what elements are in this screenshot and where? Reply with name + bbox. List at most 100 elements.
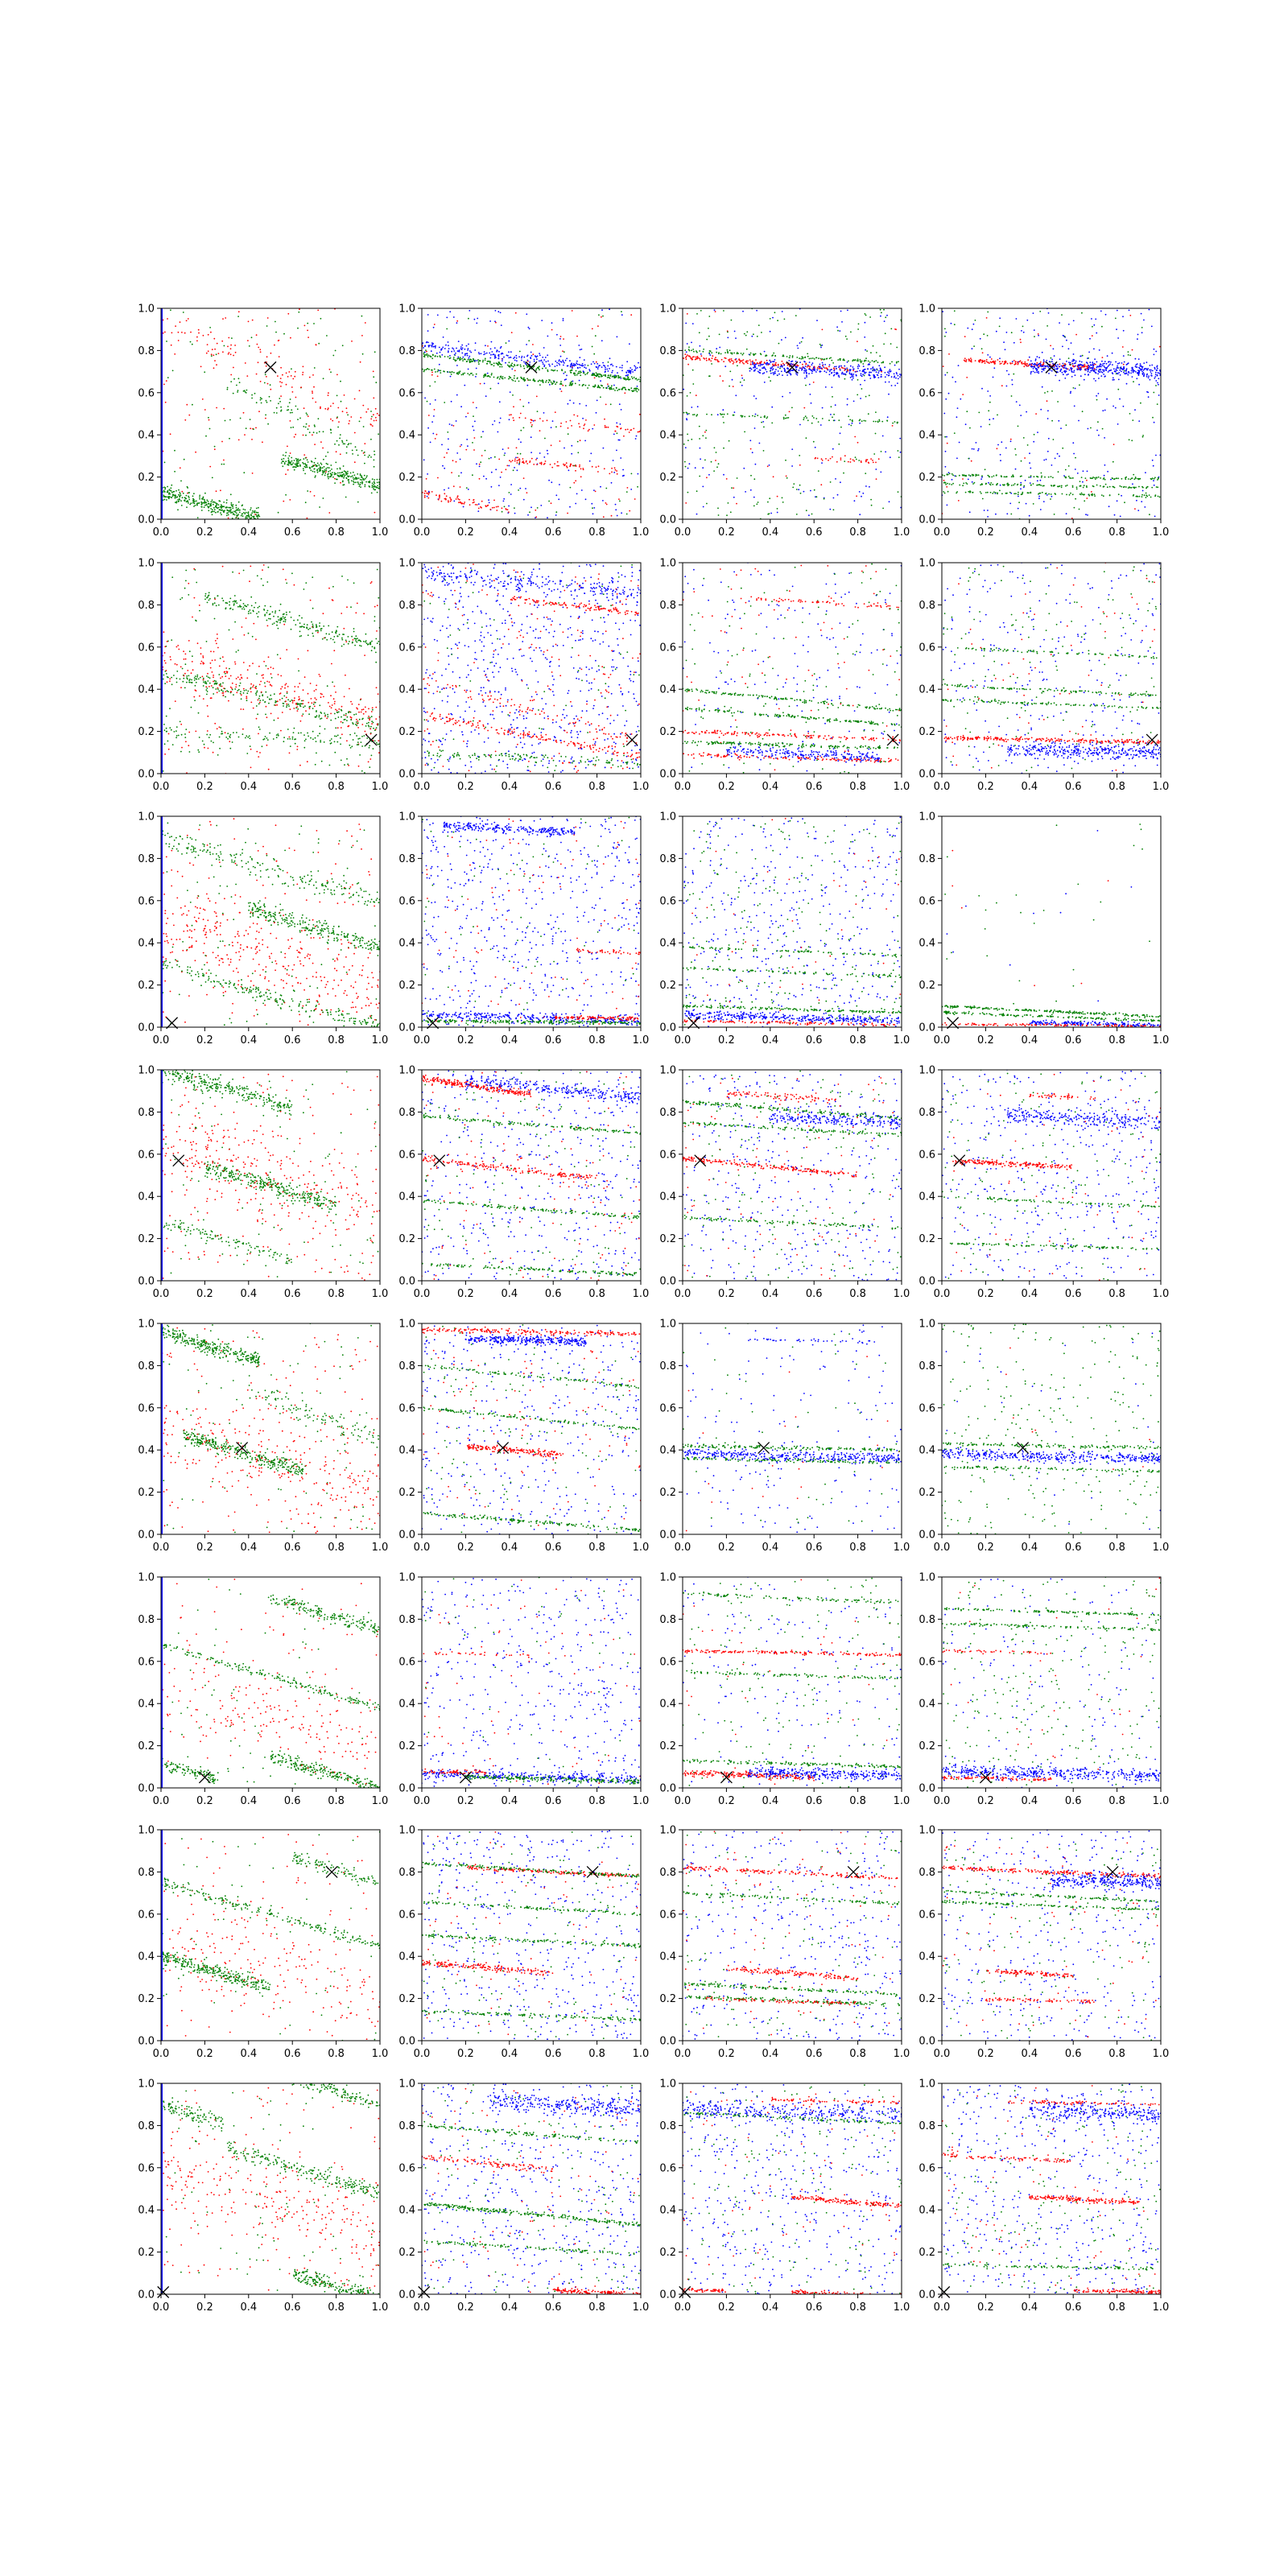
data-point [228,352,230,353]
data-point [448,423,451,425]
data-point [1032,368,1034,369]
data-point [431,345,433,348]
data-point [951,473,953,475]
data-point [231,511,233,514]
data-point [999,484,1001,486]
data-point [535,356,537,357]
data-point [1090,427,1092,429]
data-point [279,378,282,379]
data-point [963,482,965,485]
data-point [736,502,737,505]
data-point [533,358,535,361]
data-point [290,427,292,428]
data-point [371,415,373,418]
data-point [551,369,552,371]
data-point [824,370,826,373]
data-point [944,328,946,330]
data-point [518,464,520,465]
data-point [723,413,725,415]
data-point [300,386,302,389]
data-point [599,365,601,366]
data-point [1136,363,1138,365]
data-point [535,509,537,511]
data-point [1066,374,1068,376]
data-point [740,415,742,417]
data-point [232,507,234,510]
data-point [593,489,595,491]
data-point [297,465,299,467]
data-point [1033,365,1034,368]
data-point [499,417,502,419]
data-point [952,474,954,477]
data-point [838,365,840,367]
data-point [193,568,196,570]
data-point [805,369,807,372]
data-point [814,368,816,370]
data-point [473,415,474,417]
data-point [191,343,193,345]
data-point [1080,361,1083,363]
data-point [791,465,793,467]
data-point [762,421,765,423]
data-point [1092,367,1093,369]
data-point [1132,419,1134,421]
data-point [781,365,783,368]
data-point [944,374,947,376]
data-point [1013,373,1015,375]
data-point [281,458,283,460]
data-point [1125,486,1127,488]
data-point [869,374,871,377]
data-point [1087,514,1088,516]
data-point [832,367,835,369]
data-point [964,423,967,426]
data-point [1010,476,1013,478]
data-point [434,399,436,401]
data-point [979,491,981,493]
data-point [495,362,497,365]
data-point [530,357,531,359]
data-point [573,414,576,416]
data-point [1107,365,1109,367]
data-point [621,475,624,477]
data-point [954,475,956,477]
data-point [787,417,790,419]
data-point [1093,348,1095,350]
data-point [309,467,311,469]
data-point [1082,366,1084,368]
data-point [969,360,972,362]
data-point [250,509,251,511]
data-point [775,369,777,370]
data-point [842,367,844,369]
data-point [245,427,247,430]
data-point [770,512,772,514]
data-point [431,371,433,374]
data-point [759,369,762,371]
data-point [980,493,982,494]
data-point [289,411,291,414]
data-point [321,467,324,469]
data-point [858,419,861,422]
data-point [857,323,860,325]
data-point [600,396,601,398]
data-point [253,515,255,518]
data-point [607,361,609,363]
data-point [753,427,756,429]
data-point [548,379,550,381]
data-point [1100,477,1101,479]
data-point [1009,438,1012,440]
data-point [873,375,875,378]
data-point [1022,362,1025,365]
data-point [539,354,541,357]
data-point [1119,485,1121,487]
data-point [450,498,452,500]
data-point [994,492,997,493]
data-point [708,352,711,353]
data-point [217,638,218,639]
data-point [536,464,538,465]
data-point [1018,502,1020,504]
data-point [1031,362,1034,365]
data-point [897,491,899,493]
data-point [503,454,506,456]
data-point [336,374,338,376]
data-point [184,500,186,502]
